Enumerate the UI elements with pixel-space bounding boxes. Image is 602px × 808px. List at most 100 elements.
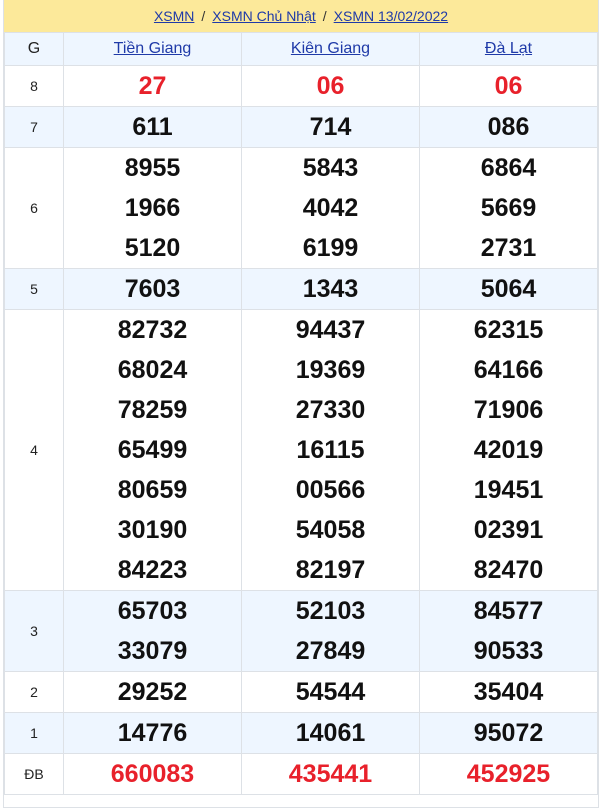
prize-label: 8	[4, 65, 64, 107]
prize-number: 68024	[117, 356, 188, 384]
results-table: G Tiền Giang Kiên Giang Đà Lạt 8 27 06 06 7 6…	[4, 32, 598, 795]
prize-number: 19369	[295, 356, 366, 384]
prize-row: ĐB 660083 435441 452925	[4, 753, 598, 795]
prize-number: 42019	[473, 436, 544, 464]
breadcrumb-separator: /	[322, 8, 327, 24]
prize-number: 64166	[473, 356, 544, 384]
prize-number: 6864	[480, 154, 537, 182]
prize-label: ĐB	[4, 753, 64, 795]
prize-cell: 95072	[419, 712, 598, 754]
prize-number: 714	[309, 113, 352, 141]
prize-number: 435441	[288, 760, 373, 788]
prize-cell: 62315 64166 71906 42019 19451 02391 82470	[419, 309, 598, 591]
prize-number: 660083	[110, 760, 195, 788]
prize-cell: 35404	[419, 671, 598, 713]
province-header: Kiên Giang	[241, 32, 420, 66]
prize-label: 7	[4, 106, 64, 148]
prize-number: 95072	[473, 719, 544, 747]
prize-label: 5	[4, 268, 64, 310]
prize-cell: 82732 68024 78259 65499 80659 30190 84223	[63, 309, 242, 591]
prize-number: 06	[316, 72, 345, 100]
prize-column-header: G	[4, 32, 64, 66]
prize-label: 4	[4, 309, 64, 591]
prize-number: 5843	[302, 154, 359, 182]
prize-number: 27849	[295, 637, 366, 665]
prize-cell: 65703 33079	[63, 590, 242, 672]
prize-cell: 06	[241, 65, 420, 107]
province-link-tien-giang[interactable]: Tiền Giang	[113, 40, 192, 57]
prize-label: 3	[4, 590, 64, 672]
prize-cell: 14061	[241, 712, 420, 754]
prize-cell: 086	[419, 106, 598, 148]
prize-number: 00566	[295, 476, 366, 504]
prize-number: 4042	[302, 194, 359, 222]
province-link-kien-giang[interactable]: Kiên Giang	[290, 40, 371, 57]
prize-number: 2731	[480, 234, 537, 262]
breadcrumb-xsmn-sunday[interactable]: XSMN Chủ Nhật	[212, 8, 316, 24]
province-header: Tiền Giang	[63, 32, 242, 66]
prize-number: 94437	[295, 316, 366, 344]
province-link-da-lat[interactable]: Đà Lạt	[484, 40, 533, 57]
prize-number: 54058	[295, 516, 366, 544]
prize-number: 82732	[117, 316, 188, 344]
prize-number: 06	[494, 72, 523, 100]
breadcrumb-xsmn[interactable]: XSMN	[153, 8, 195, 24]
prize-number: 27330	[295, 396, 366, 424]
table-footer	[4, 795, 598, 808]
prize-number: 5064	[480, 275, 537, 303]
prize-row: 6 8955 1966 5120 5843 4042 6199 6864 5669 2731	[4, 147, 598, 269]
prize-number: 33079	[117, 637, 188, 665]
prize-number: 19451	[473, 476, 544, 504]
results-container: XSMN / XSMN Chủ Nhật / XSMN 13/02/2022 G…	[3, 0, 599, 808]
breadcrumb-xsmn-date[interactable]: XSMN 13/02/2022	[333, 8, 449, 24]
prize-number: 1343	[302, 275, 359, 303]
prize-number: 6199	[302, 234, 359, 262]
prize-number: 65499	[117, 436, 188, 464]
prize-number: 84223	[117, 556, 188, 584]
prize-row: 2 29252 54544 35404	[4, 671, 598, 713]
prize-number: 5669	[480, 194, 537, 222]
prize-cell: 7603	[63, 268, 242, 310]
prize-cell: 6864 5669 2731	[419, 147, 598, 269]
prize-label: 2	[4, 671, 64, 713]
prize-row: 8 27 06 06	[4, 65, 598, 107]
prize-number: 16115	[296, 436, 365, 464]
prize-number: 27	[138, 72, 167, 100]
prize-row: 4 82732 68024 78259 65499 80659 30190 84223 9443…	[4, 309, 598, 591]
prize-row: 3 65703 33079 52103 27849 84577 90533	[4, 590, 598, 672]
prize-number: 29252	[117, 678, 188, 706]
prize-cell: 435441	[241, 753, 420, 795]
prize-row: 1 14776 14061 95072	[4, 712, 598, 754]
prize-label: 1	[4, 712, 64, 754]
prize-cell: 5064	[419, 268, 598, 310]
prize-number: 90533	[473, 637, 544, 665]
prize-number: 82470	[473, 556, 544, 584]
prize-number: 086	[487, 113, 530, 141]
prize-number: 611	[132, 113, 173, 141]
prize-row: 7 611 714 086	[4, 106, 598, 148]
prize-number: 62315	[473, 316, 544, 344]
prize-number: 8955	[124, 154, 181, 182]
prize-number: 1966	[124, 194, 181, 222]
prize-number: 82197	[295, 556, 366, 584]
header-row: G Tiền Giang Kiên Giang Đà Lạt	[4, 32, 598, 66]
prize-cell: 660083	[63, 753, 242, 795]
prize-number: 35404	[473, 678, 544, 706]
prize-cell: 14776	[63, 712, 242, 754]
prize-number: 80659	[117, 476, 188, 504]
breadcrumb: XSMN / XSMN Chủ Nhật / XSMN 13/02/2022	[4, 0, 598, 32]
prize-number: 78259	[117, 396, 188, 424]
prize-number: 65703	[117, 597, 188, 625]
prize-number: 14061	[295, 719, 366, 747]
prize-cell: 06	[419, 65, 598, 107]
prize-number: 02391	[473, 516, 544, 544]
prize-cell: 29252	[63, 671, 242, 713]
prize-number: 452925	[466, 760, 551, 788]
prize-number: 71906	[473, 396, 544, 424]
prize-number: 54544	[295, 678, 366, 706]
prize-cell: 611	[63, 106, 242, 148]
prize-cell: 94437 19369 27330 16115 00566 54058 82197	[241, 309, 420, 591]
prize-cell: 8955 1966 5120	[63, 147, 242, 269]
prize-cell: 84577 90533	[419, 590, 598, 672]
prize-number: 14776	[117, 719, 188, 747]
